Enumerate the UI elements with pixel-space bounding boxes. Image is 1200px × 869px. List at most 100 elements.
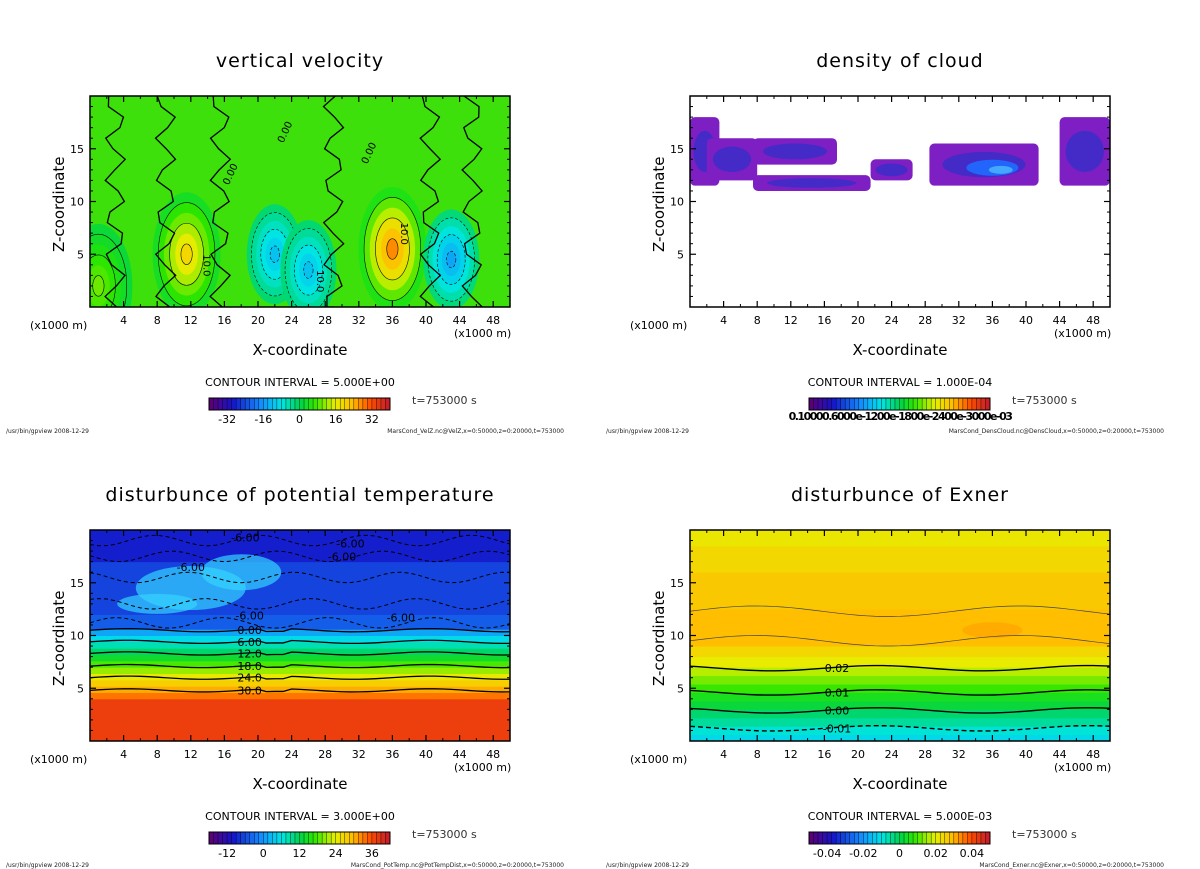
colorbar-cell [836,398,841,410]
contour-label: 0.00 [237,624,262,637]
colorbar-cell [863,398,869,410]
contour-label: -6.00 [336,538,364,551]
contour-interval: CONTOUR INTERVAL = 5.000E-03 [807,810,993,823]
colorbar-cell [913,832,918,844]
colorbar-cell [876,398,882,410]
colorbar-cell [967,398,973,410]
colorbar-cell [313,398,318,410]
colorbar-cell [976,832,982,844]
colorbar-cell [813,398,819,410]
x-tick-label: 20 [251,748,265,761]
field-band [90,641,510,649]
colorbar-cell [249,832,255,844]
contour-region [446,250,457,269]
x-tick-label: 36 [985,748,999,761]
contour-line [690,635,1110,647]
colorbar-cell [827,832,832,844]
field-band [90,679,510,687]
colorbar-cell [971,398,977,410]
colorbar-cell [285,832,291,844]
negative-contour [90,534,510,547]
colorbar-cell [967,832,973,844]
colorbar-cell [317,398,323,410]
contour-region [92,275,105,297]
colorbar-cell [863,832,869,844]
colorbar-cell [335,832,341,844]
contour-label: -6.00 [387,612,415,625]
x-tick-label: 24 [885,314,899,327]
field-patch [201,554,282,591]
field-band [90,530,510,563]
x-tick-label: 44 [453,314,467,327]
cloud-core [1065,130,1104,172]
colorbar-cell [281,398,287,410]
contour-interval: CONTOUR INTERVAL = 5.000E+00 [205,376,395,389]
x-tick-label: 8 [154,748,161,761]
x-axis-label: X-coordinate [852,775,948,793]
x-tick-label: 24 [885,748,899,761]
y-axis-label: Z-coordinate [50,156,68,252]
x-tick-label: 28 [318,314,332,327]
plot-area [690,96,1110,307]
x-unit-left: (x1000 m) [30,319,88,332]
field-band [690,656,1110,668]
field-band [690,717,1110,727]
colorbar-cell [854,398,860,410]
colorbar-cell [876,832,882,844]
field-patch [962,622,1023,639]
contour-label: 0.00 [825,704,850,717]
contour-line [90,651,510,656]
contour-label: -6.00 [235,609,263,622]
contour-line [90,628,510,633]
colorbar-cell [285,398,291,410]
colorbar-cell [322,398,327,410]
colorbar-cell [353,398,359,410]
colorbar-tick-label: -32 [218,413,236,426]
y-tick-label: 15 [70,143,84,156]
x-tick-label: 36 [385,748,399,761]
colorbar-cell [980,832,986,844]
colorbar-cell [849,398,855,410]
colorbar-cell [872,398,878,410]
colorbar-cell [358,832,364,844]
colorbar-frame [808,397,991,411]
colorbar-cell [308,398,314,410]
x-tick-label: 12 [784,748,798,761]
field-band [690,572,1110,610]
footer-program: /usr/bin/gpview 2008-12-29 [6,428,89,435]
colorbar-cell [376,832,382,844]
contour-label: -6.00 [231,531,259,544]
colorbar-cell [836,832,841,844]
zero-contour [104,96,127,307]
footer-program: /usr/bin/gpview 2008-12-29 [606,428,689,435]
colorbar-cell [985,832,991,844]
colorbar-cell [818,832,823,844]
x-tick-label: 4 [720,748,727,761]
contour-label: 10.0 [398,223,409,245]
x-tick-label: 48 [486,314,500,327]
y-tick-label: 5 [677,682,684,695]
colorbar-cell [827,398,832,410]
x-tick-label: 24 [285,314,299,327]
colorbar-cell [227,398,232,410]
colorbar-tick-label: 12 [293,847,307,860]
colorbar-cell [240,832,246,844]
contour-label: -6.00 [328,550,356,563]
contour-region [180,243,193,265]
zero-contour [461,96,484,307]
x-tick-label: 32 [952,314,966,327]
field-band [90,692,510,700]
contour-label: 0.02 [825,662,850,675]
colorbar-cell [962,832,968,844]
colorbar-tick-label: -16 [254,413,272,426]
colorbar-cell [272,398,278,410]
field-band [90,614,510,630]
contour-label: 6.00 [237,636,262,649]
x-unit-left: (x1000 m) [30,753,88,766]
colorbar-cell [976,398,982,410]
colorbar-cell [831,398,837,410]
cloud-core [875,163,908,177]
colorbar-cell [845,398,851,410]
